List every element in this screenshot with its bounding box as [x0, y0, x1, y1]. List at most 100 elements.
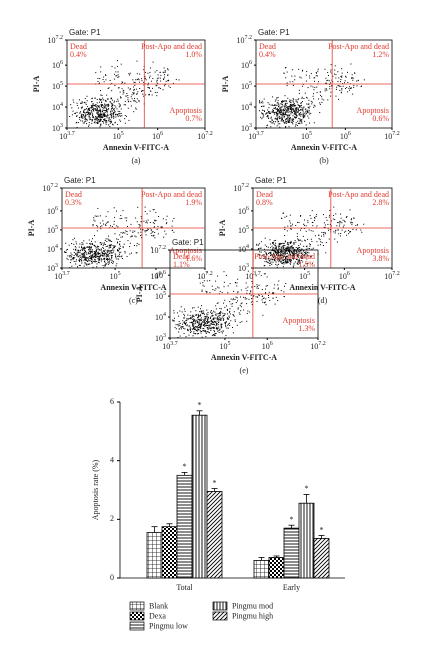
event-dot [286, 246, 288, 248]
event-dot [339, 220, 341, 222]
event-dot [95, 254, 97, 256]
event-dot [222, 315, 224, 317]
event-dot [264, 273, 266, 275]
event-dot [88, 239, 90, 241]
event-dot [116, 258, 118, 260]
event-dot [117, 100, 119, 102]
tick-label: 103.7 [245, 271, 261, 280]
event-dot [113, 245, 115, 247]
event-dot [323, 232, 325, 234]
event-dot [356, 85, 358, 87]
event-dot [286, 259, 288, 261]
event-dot [272, 250, 274, 252]
quadrant-value: 1.5% [298, 260, 315, 269]
event-dot [253, 295, 255, 297]
event-dot [199, 310, 201, 312]
event-dot [106, 263, 108, 265]
event-dot [76, 115, 78, 117]
event-dot [103, 76, 105, 78]
event-dot [295, 116, 297, 118]
event-dot [275, 239, 277, 241]
event-dot [290, 260, 292, 262]
event-dot [260, 106, 262, 108]
event-dot [196, 328, 198, 330]
event-dot [106, 258, 108, 260]
event-dot [297, 262, 299, 264]
event-dot [83, 255, 85, 257]
event-dot [172, 82, 174, 84]
event-dot [318, 234, 320, 236]
event-dot [276, 118, 278, 120]
event-dot [292, 105, 294, 107]
tick-exponent: 5 [163, 291, 166, 297]
bar [191, 414, 208, 579]
event-dot [70, 259, 72, 261]
tick-base: 10 [52, 103, 60, 112]
event-dot [163, 71, 165, 73]
event-dot [120, 108, 122, 110]
event-dot [136, 221, 138, 223]
event-dot [83, 256, 85, 258]
event-dot [201, 305, 203, 307]
event-dot [127, 240, 129, 242]
tick-base: 10 [110, 272, 118, 281]
event-dot [334, 219, 336, 221]
event-dot [317, 68, 319, 70]
event-dot [123, 91, 125, 93]
event-dot [271, 104, 273, 106]
event-dot [341, 68, 343, 70]
event-dot [141, 80, 143, 82]
event-dot [344, 221, 346, 223]
legend-label: Blank [149, 601, 168, 610]
event-dot [269, 239, 271, 241]
event-dot [142, 90, 144, 92]
event-dot [265, 252, 267, 254]
event-dot [285, 66, 287, 68]
event-dot [326, 88, 328, 90]
event-dot [109, 119, 111, 121]
event-dot [302, 69, 304, 71]
event-dot [211, 326, 213, 328]
event-dot [147, 82, 149, 84]
event-dot [90, 258, 92, 260]
event-dot [286, 215, 288, 217]
event-dot [82, 247, 84, 249]
event-dot [288, 258, 290, 260]
event-dot [272, 111, 274, 113]
chart-title: Gate: P1 [258, 28, 290, 37]
event-dot [288, 126, 290, 128]
event-dot [308, 229, 310, 231]
event-dot [281, 251, 283, 253]
event-dot [333, 231, 335, 233]
event-dot [270, 253, 272, 255]
event-dot [109, 122, 111, 124]
event-dot [266, 254, 268, 256]
event-dot [92, 266, 94, 268]
event-dot [96, 249, 98, 251]
event-dot [100, 254, 102, 256]
event-dot [281, 111, 283, 113]
event-dot [136, 101, 138, 103]
event-dot [272, 247, 274, 249]
tick-base: 10 [48, 36, 56, 45]
event-dot [326, 89, 328, 91]
event-dot [178, 328, 180, 330]
event-dot [352, 79, 354, 81]
event-dot [136, 79, 138, 81]
event-dot [104, 264, 106, 266]
event-dot [113, 108, 115, 110]
event-dot [277, 121, 279, 123]
event-dot [210, 323, 212, 325]
event-dot [99, 119, 101, 121]
tick-base: 10 [162, 342, 170, 351]
event-dot [162, 218, 164, 220]
event-dot [340, 79, 342, 81]
event-dot [307, 263, 309, 265]
event-dot [149, 222, 151, 224]
event-dot [88, 263, 90, 265]
event-dot [280, 112, 282, 114]
event-dot [268, 291, 270, 293]
event-dot [113, 112, 115, 114]
event-dot [113, 247, 115, 249]
event-dot [96, 112, 98, 114]
